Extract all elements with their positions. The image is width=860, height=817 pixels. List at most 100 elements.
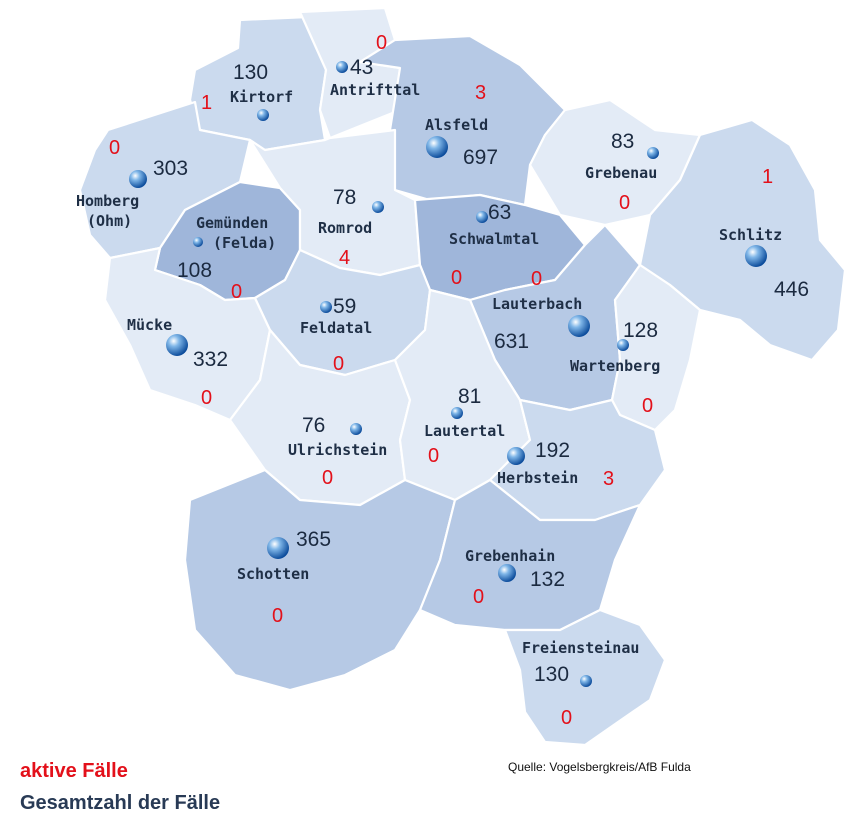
town-marker (476, 211, 488, 223)
town-lauterbach[interactable]: 0 Lauterbach 631 (492, 268, 590, 353)
town-feldatal[interactable]: 59 Feldatal 0 (300, 295, 372, 375)
town-name: Schotten (237, 565, 309, 583)
total-cases: 365 (296, 528, 331, 551)
town-name-line-2: (Ohm) (87, 212, 132, 230)
town-name: Herbstein (497, 469, 578, 487)
region-herbstein[interactable] (488, 398, 667, 522)
active-cases: 0 (333, 353, 344, 375)
town-marker (498, 564, 516, 582)
town-herbstein[interactable]: 192 Herbstein 3 (497, 439, 614, 490)
town-name: Freiensteinau (522, 639, 639, 657)
total-cases: 303 (153, 157, 188, 180)
total-cases: 128 (623, 319, 658, 342)
town-marker (372, 201, 384, 213)
active-cases: 0 (428, 445, 439, 467)
town-name: Homberg (76, 192, 139, 210)
town-name: Ulrichstein (288, 441, 387, 459)
total-cases: 130 (534, 663, 569, 686)
source-credit: Quelle: Vogelsbergkreis/AfB Fulda (508, 760, 691, 774)
town-marker (336, 61, 348, 73)
region-wartenberg[interactable] (610, 263, 702, 432)
active-cases: 0 (272, 605, 283, 627)
region-schlitz[interactable] (638, 118, 847, 362)
town-freiensteinau[interactable]: Freiensteinau 130 0 (522, 639, 639, 729)
town-marker (426, 136, 448, 158)
town-lautertal[interactable]: 81 Lautertal 0 (424, 385, 505, 467)
region-shapes (78, 6, 847, 747)
town-grebenhain[interactable]: Grebenhain 132 0 (465, 547, 565, 608)
active-cases: 0 (376, 32, 387, 54)
active-cases: 4 (339, 247, 350, 269)
total-cases: 81 (458, 385, 481, 408)
town-marker (193, 237, 203, 247)
active-cases: 0 (109, 137, 120, 159)
town-name: Kirtorf (230, 88, 293, 106)
active-cases: 3 (603, 468, 614, 490)
town-marker (745, 245, 767, 267)
active-cases: 1 (201, 92, 212, 114)
town-marker (647, 147, 659, 159)
town-schwalmtal[interactable]: 63 Schwalmtal 0 (449, 201, 539, 289)
town-marker (257, 109, 269, 121)
town-name: Gemünden (196, 214, 268, 232)
town-marker (166, 334, 188, 356)
town-muecke[interactable]: Mücke 332 0 (127, 316, 228, 409)
town-marker (350, 423, 362, 435)
total-cases: 697 (463, 146, 498, 169)
total-cases: 83 (611, 130, 634, 153)
active-cases: 0 (231, 281, 242, 303)
active-cases: 0 (201, 387, 212, 409)
town-marker (580, 675, 592, 687)
town-wartenberg[interactable]: 128 Wartenberg 0 (570, 319, 660, 417)
town-grebenau[interactable]: 83 Grebenau 0 (585, 130, 659, 214)
town-name: Mücke (127, 316, 172, 334)
town-marker (129, 170, 147, 188)
town-name: Schlitz (719, 226, 782, 244)
town-name: Romrod (318, 219, 372, 237)
total-cases: 76 (302, 414, 325, 437)
town-romrod[interactable]: 78 Romrod 4 (318, 186, 384, 269)
town-labels: 130 Kirtorf 1 0 43 Antrifttal 3 Alsfeld … (76, 32, 809, 729)
active-cases: 0 (619, 192, 630, 214)
town-name: Schwalmtal (449, 230, 539, 248)
total-cases: 108 (177, 259, 212, 282)
town-alsfeld[interactable]: 3 Alsfeld 697 (425, 82, 498, 169)
active-cases: 0 (642, 395, 653, 417)
active-cases: 1 (762, 166, 773, 188)
town-marker (320, 301, 332, 313)
total-cases: 78 (333, 186, 356, 209)
town-name: Grebenhain (465, 547, 555, 565)
town-homberg[interactable]: 0 303 Homberg (Ohm) (76, 137, 188, 230)
town-ulrichstein[interactable]: 76 Ulrichstein 0 (288, 414, 387, 489)
town-antrifttal[interactable]: 0 43 Antrifttal (330, 32, 420, 99)
active-cases: 0 (531, 268, 542, 290)
town-name: Lauterbach (492, 295, 582, 313)
total-cases: 130 (233, 61, 268, 84)
active-cases: 0 (473, 586, 484, 608)
town-name-line-2: (Felda) (213, 234, 276, 252)
total-cases: 132 (530, 568, 565, 591)
town-schotten[interactable]: 365 Schotten 0 (237, 528, 331, 627)
active-cases: 0 (561, 707, 572, 729)
active-cases: 3 (475, 82, 486, 104)
total-cases: 631 (494, 330, 529, 353)
legend-active-cases: aktive Fälle (20, 760, 128, 782)
town-marker (617, 339, 629, 351)
town-name: Wartenberg (570, 357, 660, 375)
total-cases: 59 (333, 295, 356, 318)
total-cases: 63 (488, 201, 511, 224)
town-name: Alsfeld (425, 116, 488, 134)
town-name: Feldatal (300, 319, 372, 337)
legend-total-cases: Gesamtzahl der Fälle (20, 792, 221, 814)
town-schlitz[interactable]: 1 Schlitz 446 (719, 166, 809, 301)
town-kirtorf[interactable]: 130 Kirtorf 1 (201, 61, 293, 121)
town-marker (507, 447, 525, 465)
town-marker (267, 537, 289, 559)
active-cases: 0 (322, 467, 333, 489)
town-gemuenden[interactable]: Gemünden (Felda) 108 0 (177, 214, 276, 303)
total-cases: 43 (350, 56, 373, 79)
town-name: Lautertal (424, 422, 505, 440)
town-marker (568, 315, 590, 337)
region-schotten[interactable] (183, 468, 457, 692)
